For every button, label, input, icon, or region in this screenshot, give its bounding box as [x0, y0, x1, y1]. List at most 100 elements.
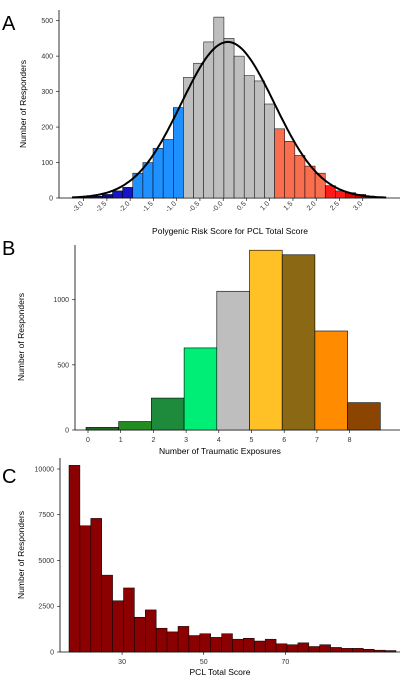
panel-c-bar	[341, 648, 353, 653]
panel-a-x-tick-label: 3.0	[352, 200, 364, 212]
panel-c-bar	[275, 643, 288, 653]
panel-c-bar	[221, 633, 233, 653]
panel-b-bar	[281, 254, 316, 431]
panel-a-x-tick-label: 2.0	[306, 200, 318, 212]
panel-c-y-tick-label: 10000	[35, 466, 55, 473]
panel-a-bar	[284, 140, 296, 199]
panel-c-bar	[254, 640, 266, 653]
panel-c-bar	[68, 465, 81, 653]
panel-c-bar	[286, 644, 299, 653]
panel-c-bar	[308, 646, 320, 653]
panel-b-y-tick-label: 500	[57, 362, 69, 369]
panel-a-y-tick-label: 0	[49, 196, 53, 203]
panel-b-bar	[249, 249, 283, 431]
panel-a-bar	[254, 80, 265, 199]
panel-c-y-tick-label: 5000	[38, 558, 54, 565]
panel-a-bar	[193, 62, 204, 199]
panel-a-label: A	[2, 13, 16, 35]
panel-a-density-curve	[72, 40, 386, 199]
panel-c-bar	[177, 626, 190, 653]
panel-a-bar	[122, 187, 134, 199]
panel-c-bar	[373, 649, 386, 653]
panel-b-x-tick-label: 1	[119, 437, 123, 444]
panel-a-bar	[274, 128, 285, 199]
panel-c-x-tick-label: 70	[281, 659, 289, 666]
panel-a-x-tick-label: 1.0	[259, 200, 271, 212]
panel-a-x-tick-label: -0.0	[211, 200, 225, 214]
panel-c-bar	[243, 638, 255, 653]
panel-a-y-tick-label: 200	[41, 125, 53, 132]
panel-c-bar	[232, 638, 244, 653]
panel-b-y-tick-label: 1000	[53, 297, 69, 304]
panel-b-bar	[347, 402, 381, 431]
panel-c-bar	[79, 525, 92, 653]
panel-b-x-tick-label: 6	[282, 437, 286, 444]
panel-a-bar	[102, 194, 113, 199]
panel-b-x-tick-label: 2	[151, 437, 155, 444]
panel-a-y-tick-label: 400	[41, 54, 53, 61]
panel-c-x-tick-label: 50	[200, 659, 208, 666]
panel-c-bar	[166, 631, 179, 653]
panel-b-x-tick-label: 7	[315, 437, 319, 444]
panel-c-bar	[264, 638, 277, 653]
panel-b-bar	[216, 290, 250, 431]
panel-c-bar	[319, 644, 331, 653]
panel-b-x-tick-label: 8	[348, 437, 352, 444]
panel-c-y-tick-label: 7500	[38, 512, 54, 519]
panel-c-bar	[210, 637, 222, 653]
panel-c-bar	[155, 627, 168, 653]
panel-c-bar	[90, 518, 102, 653]
panel-a-x-tick-label: -2.5	[95, 200, 109, 214]
panel-a-bar	[173, 107, 184, 199]
panel-a-y-tick-label: 100	[41, 160, 53, 167]
panel-c-bar	[188, 635, 201, 653]
panel-a-x-tick-label: -1.0	[165, 200, 179, 214]
panel-b-x-tick-label: 4	[217, 437, 221, 444]
panel-a-bar	[233, 55, 245, 199]
panel-c-bar	[330, 647, 342, 653]
panel-a-x-tick-label: -1.5	[141, 200, 155, 214]
panel-c-label: C	[2, 466, 16, 488]
panel-c-bar	[297, 642, 310, 653]
panel-a-x-tick-label: -2.0	[118, 200, 132, 214]
panel-b-xlabel: Number of Traumatic Exposures	[159, 446, 281, 456]
panel-c-bar	[384, 650, 397, 653]
panel-a-bar	[243, 75, 255, 199]
panel-a-bar	[152, 148, 164, 199]
panel-b-label: B	[2, 238, 15, 260]
panel-c-xlabel: PCL Total Score	[190, 667, 251, 677]
panel-c-bar	[123, 587, 135, 653]
panel-b-chart: Number of Traumatic Exposures Number of …	[16, 245, 400, 456]
panel-b-y-tick-label: 0	[65, 428, 69, 435]
panel-c-y-tick-label: 0	[50, 650, 54, 657]
panel-a-x-tick-label: 2.5	[329, 200, 341, 212]
panel-b-ylabel: Number of Responders	[16, 293, 26, 381]
panel-c-x-tick-label: 30	[118, 659, 126, 666]
panel-c-y-tick-label: 2500	[38, 604, 54, 611]
panel-b-bar	[314, 330, 348, 431]
panel-b-x-tick-label: 3	[184, 437, 188, 444]
panel-b-x-tick-label: 0	[86, 437, 90, 444]
panel-a-x-tick-label: -3.0	[72, 200, 86, 214]
panel-a-ylabel: Number of Responders	[18, 60, 28, 148]
panel-c-bar	[145, 609, 157, 653]
panel-a-x-tick-label: 1.5	[283, 200, 295, 212]
panel-b-bar	[151, 397, 185, 431]
panel-a-y-tick-label: 300	[41, 89, 53, 96]
panel-c-bar	[112, 600, 124, 653]
panel-c-bar	[101, 574, 113, 653]
panel-a-y-tick-label: 500	[41, 18, 53, 25]
panel-c-bar	[134, 616, 146, 653]
panel-a-bar	[223, 38, 235, 199]
panel-a-bar	[264, 103, 275, 199]
panel-a-chart: Polygenic Risk Score for PCL Total Score…	[18, 10, 400, 236]
panel-a-bar	[294, 155, 306, 199]
panel-a-x-tick-label: -0.5	[188, 200, 202, 214]
panel-b-x-tick-label: 5	[250, 437, 254, 444]
panel-a-xlabel: Polygenic Risk Score for PCL Total Score	[152, 226, 308, 236]
panel-c-bar	[199, 633, 211, 653]
panel-a-bar	[162, 139, 174, 199]
panel-a-bar	[203, 41, 215, 199]
panel-c-ylabel: Number of Responders	[16, 511, 26, 599]
panel-c-bar	[363, 649, 375, 653]
